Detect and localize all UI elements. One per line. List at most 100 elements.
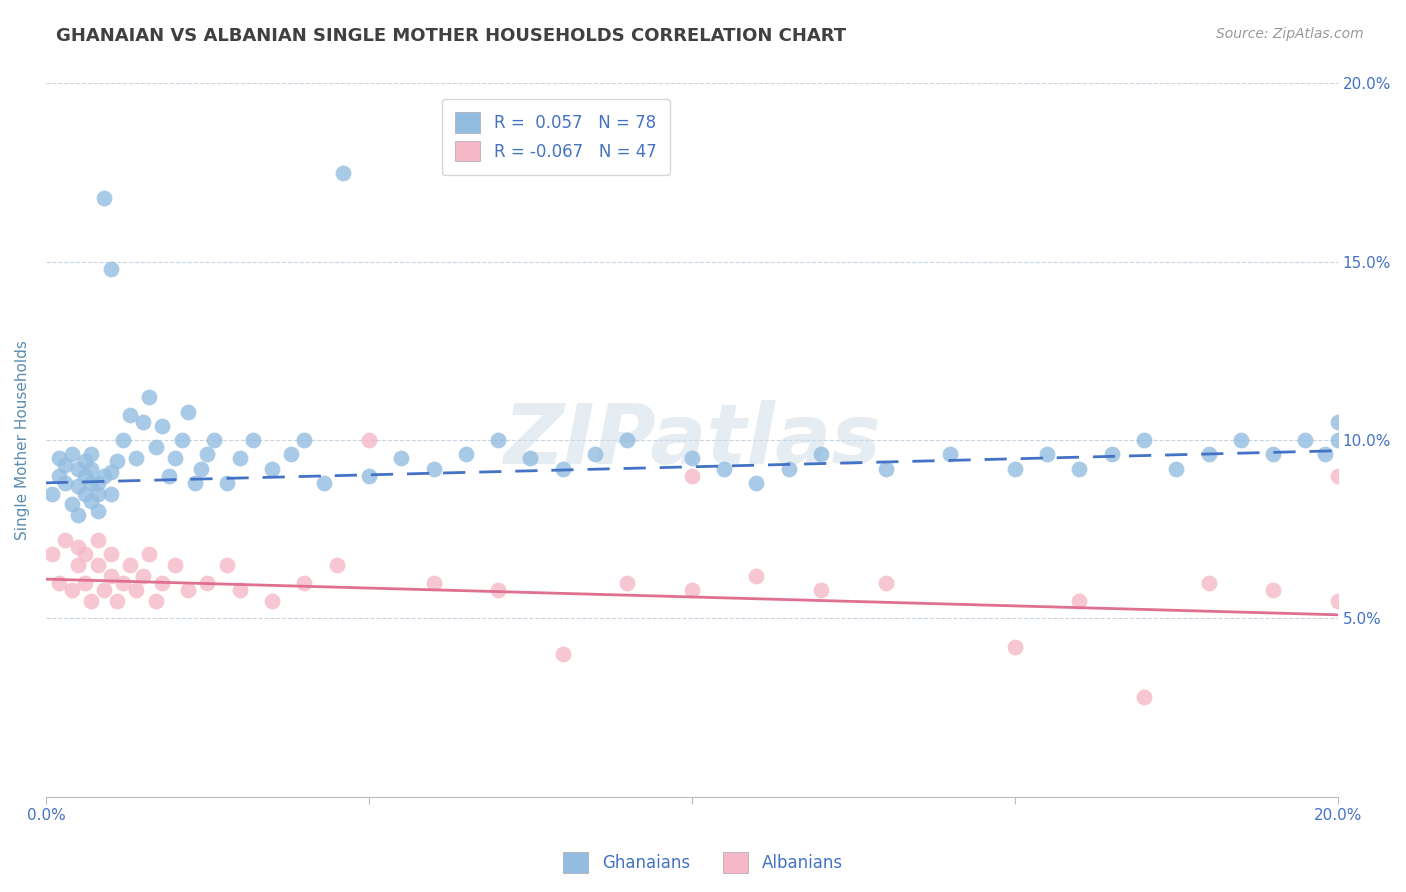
Point xyxy=(177,582,200,597)
Point xyxy=(1036,447,1059,461)
Point xyxy=(80,493,103,508)
Point xyxy=(86,486,108,500)
Point xyxy=(100,568,122,582)
Point xyxy=(157,468,180,483)
Point xyxy=(73,575,96,590)
Point xyxy=(1166,461,1188,475)
Point xyxy=(132,415,155,429)
Point xyxy=(551,461,574,475)
Point xyxy=(422,575,444,590)
Point xyxy=(745,475,768,490)
Point xyxy=(454,447,477,461)
Point xyxy=(215,558,238,572)
Point xyxy=(125,582,148,597)
Point xyxy=(202,433,225,447)
Point xyxy=(118,408,141,422)
Point xyxy=(713,461,735,475)
Point xyxy=(48,450,70,465)
Point xyxy=(422,461,444,475)
Point xyxy=(389,450,412,465)
Point xyxy=(190,461,212,475)
Point xyxy=(292,433,315,447)
Point xyxy=(745,568,768,582)
Point xyxy=(80,461,103,475)
Point xyxy=(875,461,897,475)
Point xyxy=(41,547,63,561)
Point xyxy=(112,433,135,447)
Point xyxy=(486,582,509,597)
Point xyxy=(1133,690,1156,704)
Point xyxy=(1313,447,1336,461)
Point xyxy=(486,433,509,447)
Point xyxy=(583,447,606,461)
Point xyxy=(60,582,83,597)
Point xyxy=(138,547,160,561)
Point xyxy=(86,475,108,490)
Point xyxy=(48,468,70,483)
Point xyxy=(616,433,638,447)
Point xyxy=(1004,461,1026,475)
Point xyxy=(810,447,832,461)
Point xyxy=(132,568,155,582)
Point xyxy=(105,454,128,468)
Legend: Ghanaians, Albanians: Ghanaians, Albanians xyxy=(557,846,849,880)
Point xyxy=(53,533,76,547)
Text: GHANAIAN VS ALBANIAN SINGLE MOTHER HOUSEHOLDS CORRELATION CHART: GHANAIAN VS ALBANIAN SINGLE MOTHER HOUSE… xyxy=(56,27,846,45)
Point xyxy=(67,461,90,475)
Point xyxy=(93,468,115,483)
Point xyxy=(778,461,800,475)
Point xyxy=(80,593,103,607)
Point xyxy=(145,440,167,454)
Point xyxy=(1326,468,1348,483)
Point xyxy=(86,558,108,572)
Point xyxy=(1198,447,1220,461)
Point xyxy=(325,558,347,572)
Point xyxy=(73,468,96,483)
Point xyxy=(939,447,962,461)
Point xyxy=(73,486,96,500)
Point xyxy=(145,593,167,607)
Point xyxy=(1069,461,1091,475)
Point xyxy=(93,582,115,597)
Point xyxy=(1326,433,1348,447)
Point xyxy=(183,475,205,490)
Point xyxy=(1230,433,1253,447)
Point xyxy=(67,540,90,554)
Point xyxy=(118,558,141,572)
Point xyxy=(260,461,283,475)
Point xyxy=(357,468,380,483)
Point xyxy=(1069,593,1091,607)
Y-axis label: Single Mother Households: Single Mother Households xyxy=(15,340,30,540)
Point xyxy=(1101,447,1123,461)
Point xyxy=(73,454,96,468)
Point xyxy=(332,165,354,179)
Point xyxy=(197,447,219,461)
Point xyxy=(280,447,302,461)
Point xyxy=(165,558,187,572)
Point xyxy=(229,582,252,597)
Point xyxy=(105,593,128,607)
Point xyxy=(292,575,315,590)
Point xyxy=(150,418,173,433)
Point xyxy=(229,450,252,465)
Point xyxy=(1133,433,1156,447)
Point xyxy=(112,575,135,590)
Point xyxy=(1004,640,1026,654)
Point xyxy=(73,547,96,561)
Point xyxy=(125,450,148,465)
Point xyxy=(242,433,264,447)
Point xyxy=(357,433,380,447)
Point xyxy=(60,447,83,461)
Point xyxy=(67,479,90,493)
Point xyxy=(165,450,187,465)
Point xyxy=(1198,575,1220,590)
Point xyxy=(260,593,283,607)
Point xyxy=(86,533,108,547)
Point xyxy=(93,190,115,204)
Point xyxy=(86,504,108,518)
Point xyxy=(53,458,76,472)
Point xyxy=(681,582,703,597)
Point xyxy=(60,497,83,511)
Legend: R =  0.057   N = 78, R = -0.067   N = 47: R = 0.057 N = 78, R = -0.067 N = 47 xyxy=(441,99,669,175)
Point xyxy=(681,450,703,465)
